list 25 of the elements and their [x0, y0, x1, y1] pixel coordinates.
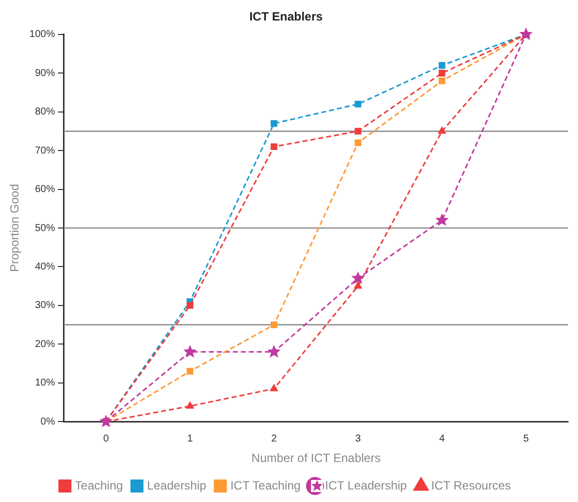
- legend-label: Leadership: [146, 478, 207, 492]
- y-tick-label: 20%: [34, 338, 56, 350]
- y-tick-label: 10%: [34, 378, 56, 389]
- chart-title: ICT Enablers: [249, 10, 323, 24]
- x-tick-label: 1: [187, 433, 194, 444]
- y-axis-title: Proportion Good: [8, 184, 22, 272]
- legend-label: ICT Teaching: [230, 478, 301, 492]
- x-tick-label: 4: [439, 433, 446, 444]
- x-tick-label: 5: [523, 433, 530, 444]
- legend-label: ICT Resources: [431, 478, 511, 492]
- x-tick-label: 2: [271, 433, 278, 444]
- y-tick-label: 30%: [34, 300, 56, 312]
- y-tick-label: 80%: [34, 106, 56, 118]
- x-tick-label: 3: [355, 433, 362, 444]
- y-tick-label: 50%: [34, 222, 56, 234]
- y-tick-label: 60%: [34, 184, 56, 196]
- legend-label: Teaching: [74, 478, 123, 492]
- x-axis-title: Number of ICT Enablers: [251, 451, 381, 466]
- y-tick-label: 70%: [34, 145, 56, 156]
- y-tick-label: 100%: [29, 29, 56, 40]
- x-tick-label: 0: [103, 433, 110, 444]
- y-tick-label: 90%: [34, 68, 56, 79]
- y-tick-label: 0%: [40, 416, 56, 428]
- y-tick-label: 40%: [34, 261, 56, 272]
- legend-label: ICT Leadership: [325, 478, 408, 492]
